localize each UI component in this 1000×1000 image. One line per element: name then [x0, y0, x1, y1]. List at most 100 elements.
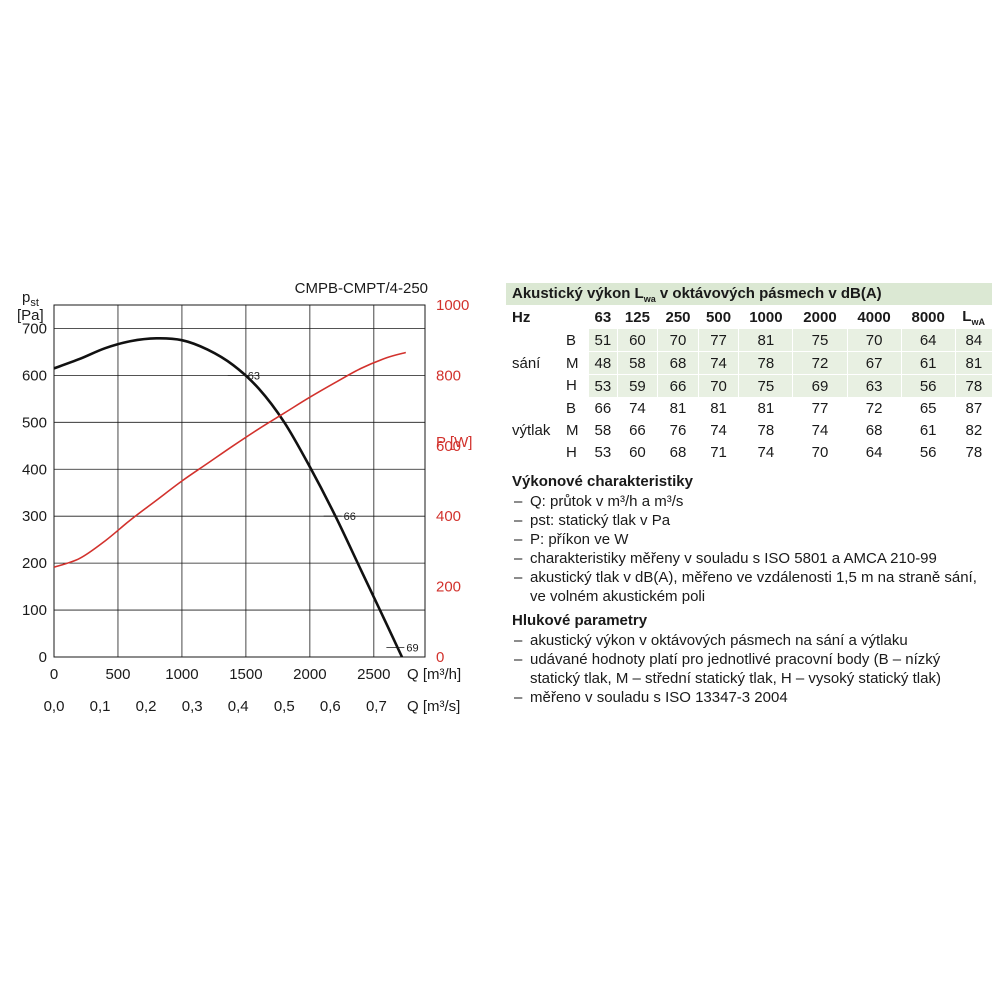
band-value: 58 — [616, 351, 658, 375]
bullet-dash: – — [514, 569, 523, 586]
group-label: sání — [512, 354, 541, 372]
y-left-axis-unit: [Pa] — [17, 307, 44, 324]
acoustic-row: B 66 74 81 81 81 77 72 65 87 — [506, 397, 992, 419]
band-value: 68 — [657, 351, 699, 375]
band-value: 72 — [792, 351, 848, 375]
band-value: 81 — [738, 329, 793, 352]
group-label — [506, 441, 566, 463]
band-value: 66 — [588, 397, 618, 419]
chart-title: CMPB-CMPT/4-250 — [295, 280, 428, 297]
lwa-value: 81 — [954, 351, 992, 375]
band-value: 65 — [900, 397, 956, 419]
y-left-tick-label: 100 — [22, 602, 47, 619]
band-value: 74 — [792, 419, 848, 441]
bullet-dash: – — [514, 689, 523, 706]
noise-item: – akustický výkon v oktávových pásmech na… — [506, 631, 992, 650]
noise-title: Hlukové parametry — [512, 612, 648, 629]
fan-performance-chart: 0 100 200 300 400 500 600 700 0 200 400 600 800 1000 0… — [17, 280, 472, 715]
band-value: 56 — [900, 441, 956, 463]
y-right-tick-label: 400 — [436, 508, 461, 525]
x-tick-label: 1500 — [229, 666, 262, 683]
performance-item: – akustický tlak v dB(A), měřeno ve vzdál… — [506, 568, 992, 606]
group-label — [506, 329, 566, 352]
y-left-tick-label: 700 — [22, 320, 47, 337]
lwa-main: L — [962, 307, 972, 325]
frequency-header-row: Hz 63 125 250 500 1000 2000 4000 8000 LwA — [506, 305, 992, 329]
curve-annotation: 69 — [406, 643, 418, 655]
band-value: 77 — [697, 329, 739, 352]
band-value: 51 — [588, 329, 618, 352]
performance-item: – charakteristiky měřeny v souladu s ISO … — [506, 549, 992, 568]
x-tick-label: 0 — [50, 666, 58, 683]
band-value: 69 — [792, 374, 848, 397]
frequency-header: 1000 — [749, 308, 783, 326]
frequency-header: 4000 — [857, 308, 891, 326]
curve-annotation: 66 — [344, 511, 356, 523]
row-key: M — [566, 354, 579, 372]
noise-list: – akustický výkon v oktávových pásmech na… — [506, 631, 992, 707]
frequency-header: 63 — [594, 308, 612, 326]
band-value: 58 — [588, 419, 618, 441]
frequency-header: 500 — [706, 308, 732, 326]
band-value: 61 — [900, 419, 956, 441]
band-value: 74 — [697, 351, 739, 375]
acoustic-row: sání M 48 58 68 74 78 72 67 61 81 — [506, 351, 992, 375]
power-curve — [53, 351, 407, 568]
performance-section: Výkonové charakteristiky – Q: průtok v m³… — [506, 473, 992, 606]
y-left-tick-label: 300 — [22, 508, 47, 525]
band-value: 70 — [792, 441, 848, 463]
band-value: 66 — [657, 374, 699, 397]
band-value: 74 — [738, 441, 793, 463]
performance-item: – P: příkon ve W — [506, 530, 992, 549]
acoustic-table-title: Akustický výkon Lwa v oktávových pásmech… — [506, 283, 992, 305]
x-tick-label: 500 — [105, 666, 130, 683]
band-value: 53 — [588, 441, 618, 463]
band-value: 63 — [846, 374, 902, 397]
x2-tick-label: 0,4 — [228, 698, 249, 715]
band-value: 81 — [697, 397, 739, 419]
performance-item: – Q: průtok v m³/h a m³/s — [506, 492, 992, 511]
list-text: akustický tlak v dB(A), měřeno ve vzdále… — [530, 569, 977, 605]
acoustic-row: výtlak M 58 66 76 74 78 74 68 61 82 — [506, 419, 992, 441]
band-value: 68 — [657, 441, 699, 463]
group-label — [506, 375, 566, 398]
y-left-tick-label: 400 — [22, 461, 47, 478]
band-value: 70 — [697, 374, 739, 397]
band-value: 77 — [792, 397, 848, 419]
band-value: 68 — [846, 419, 902, 441]
band-value: 60 — [616, 329, 658, 352]
y-right-tick-label: 600 — [436, 438, 461, 455]
bullet-dash: – — [514, 493, 523, 510]
acoustic-row: B 51 60 70 77 81 75 70 64 84 — [506, 329, 992, 352]
band-value: 75 — [738, 374, 793, 397]
performance-item: – pst: statický tlak v Pa — [506, 511, 992, 530]
band-value: 74 — [697, 419, 739, 441]
list-text: Q: průtok v m³/h a m³/s — [530, 493, 684, 510]
pressure-curve — [53, 336, 404, 658]
group-label — [506, 397, 566, 419]
x2-tick-label: 0,6 — [320, 698, 341, 715]
band-value: 78 — [738, 351, 793, 375]
list-text: udávané hodnoty platí pro jednotlivé pra… — [530, 651, 941, 687]
band-value: 48 — [588, 351, 618, 375]
band-value: 81 — [657, 397, 699, 419]
band-value: 78 — [738, 419, 793, 441]
curve-annotation: 63 — [248, 370, 260, 382]
frequency-header: 2000 — [803, 308, 837, 326]
chart-labels: 0 100 200 300 400 500 600 700 0 200 400 600 800 1000 0… — [17, 280, 472, 715]
bullet-dash: – — [514, 550, 523, 567]
lwa-value: 87 — [954, 397, 992, 419]
y-left-tick-label: 0 — [39, 649, 47, 666]
y-right-axis-label: P [W] — [436, 434, 472, 451]
band-value: 75 — [792, 329, 848, 352]
band-value: 59 — [616, 374, 658, 397]
band-value: 70 — [846, 329, 902, 352]
band-value: 76 — [657, 419, 699, 441]
noise-item: – udávané hodnoty platí pro jednotlivé pr… — [506, 650, 992, 688]
acoustic-table: Hz 63 125 250 500 1000 2000 4000 8000 LwA B 51 60 70… — [506, 305, 992, 463]
frequency-header: 8000 — [911, 308, 945, 326]
list-text: charakteristiky měřeny v souladu s ISO 5… — [530, 550, 937, 567]
x-axis-label: Q [m³/h] — [407, 666, 461, 683]
y-left-axis-label: pst — [22, 289, 39, 309]
row-key: H — [566, 443, 577, 461]
